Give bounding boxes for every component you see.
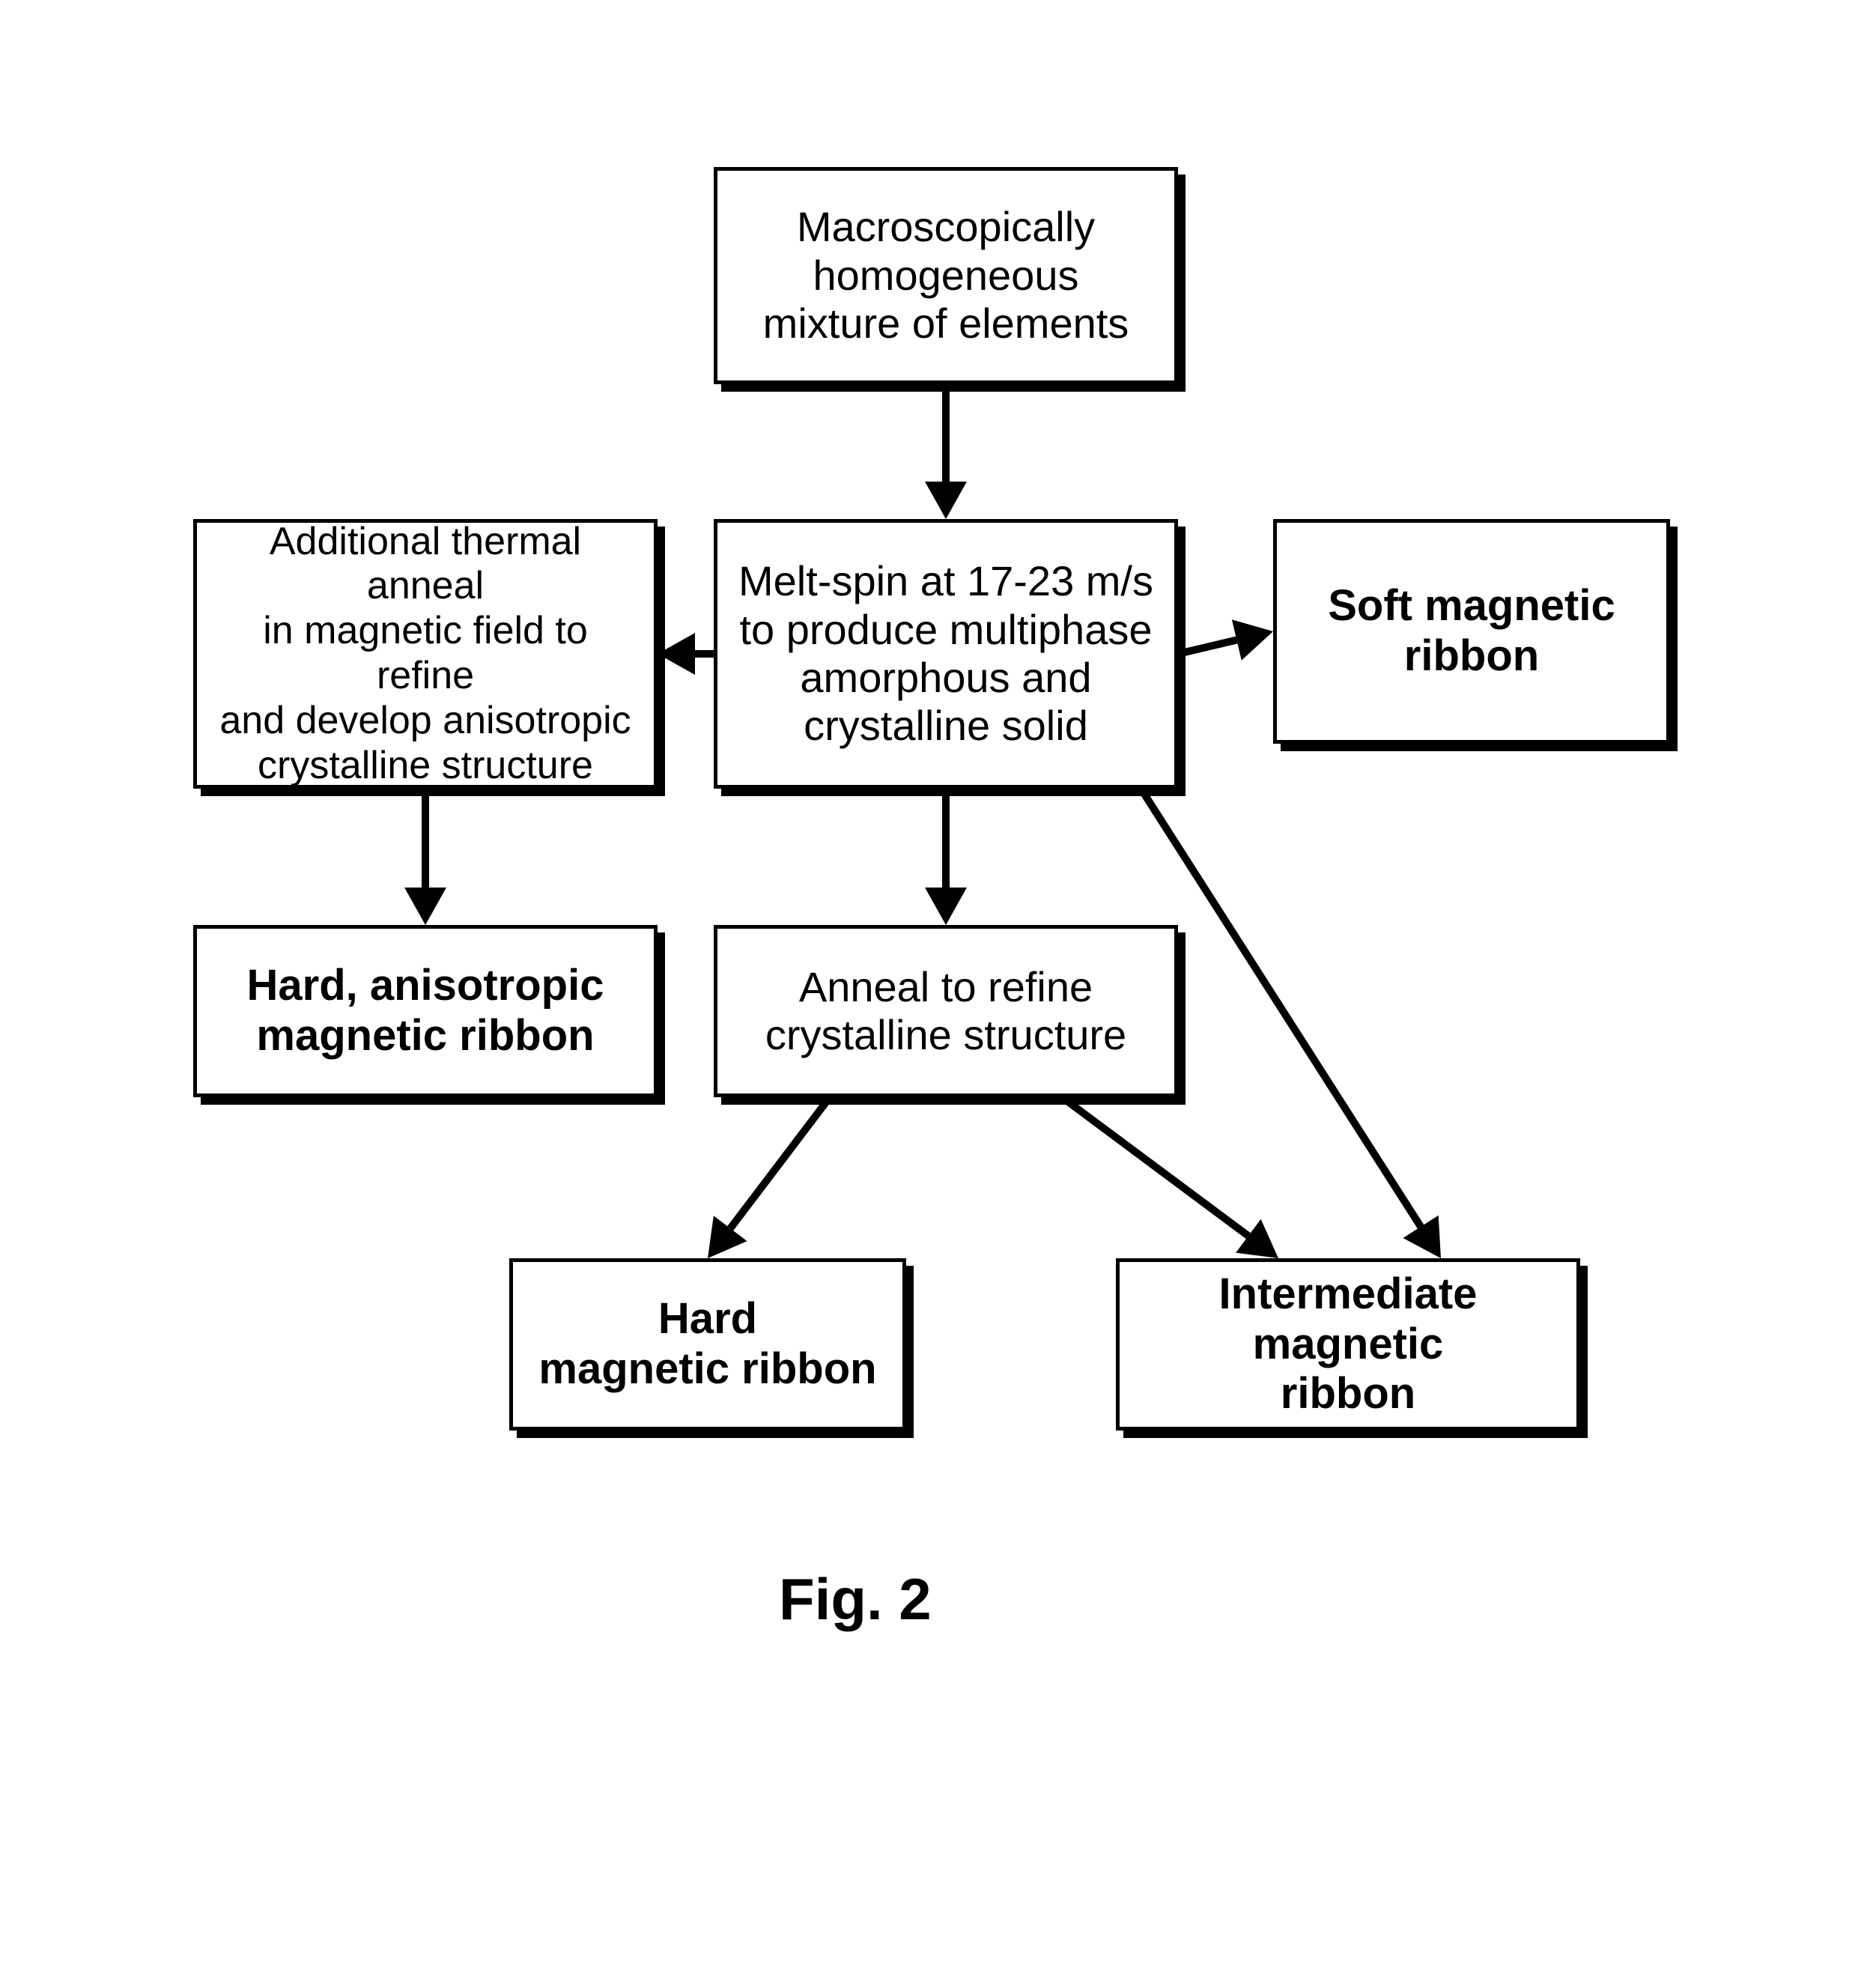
node-annealmag: Additional thermal anneal in magnetic fi…: [193, 519, 658, 789]
node-meltspin: Melt-spin at 17-23 m/s to produce multip…: [714, 519, 1178, 789]
node-softribbon: Soft magnetic ribbon: [1273, 519, 1670, 744]
diagram-stage: Fig. 2 Macroscopically homogeneous mixtu…: [0, 0, 1876, 1984]
figure-caption: Fig. 2: [779, 1565, 932, 1633]
node-hardribbon: Hard magnetic ribbon: [509, 1258, 906, 1431]
node-mix: Macroscopically homogeneous mixture of e…: [714, 167, 1178, 384]
node-anneal: Anneal to refine crystalline structure: [714, 925, 1178, 1097]
node-hardaniso: Hard, anisotropic magnetic ribbon: [193, 925, 658, 1097]
node-inter: Intermediate magnetic ribbon: [1116, 1258, 1580, 1431]
